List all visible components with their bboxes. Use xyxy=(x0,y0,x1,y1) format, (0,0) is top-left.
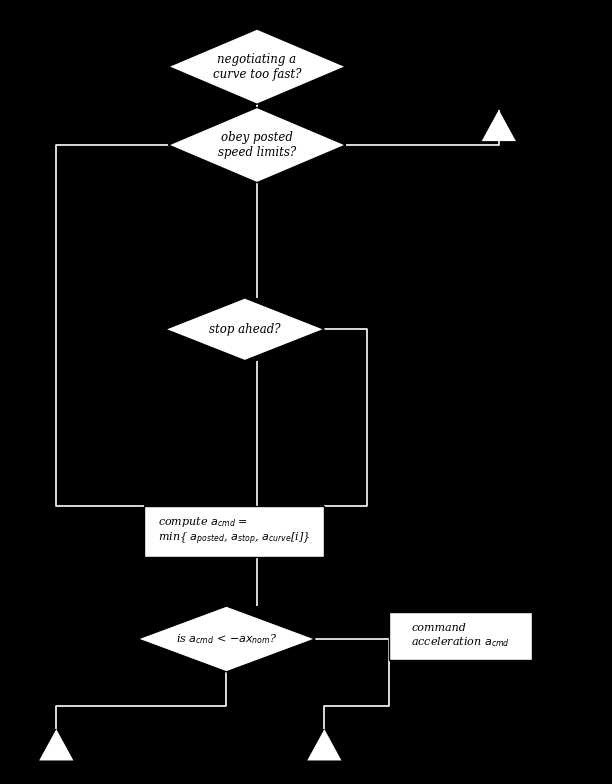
Polygon shape xyxy=(482,110,516,141)
Polygon shape xyxy=(168,29,346,104)
Polygon shape xyxy=(39,729,73,760)
Text: is $a_{cmd}$ < $-ax_{nom}$?: is $a_{cmd}$ < $-ax_{nom}$? xyxy=(176,632,277,646)
Polygon shape xyxy=(138,606,315,672)
Bar xyxy=(144,506,324,557)
Text: obey posted
speed limits?: obey posted speed limits? xyxy=(218,131,296,159)
Polygon shape xyxy=(307,729,341,760)
Bar xyxy=(389,612,532,660)
Text: stop ahead?: stop ahead? xyxy=(209,323,280,336)
Text: command
acceleration $a_{cmd}$: command acceleration $a_{cmd}$ xyxy=(411,623,510,648)
Text: compute $a_{cmd}$ =
min{ $a_{posted}$, $a_{stop}$, $a_{curve}$[i]}: compute $a_{cmd}$ = min{ $a_{posted}$, $… xyxy=(158,515,310,547)
Text: negotiating a
curve too fast?: negotiating a curve too fast? xyxy=(213,53,301,81)
Polygon shape xyxy=(168,107,346,183)
Polygon shape xyxy=(165,298,324,361)
